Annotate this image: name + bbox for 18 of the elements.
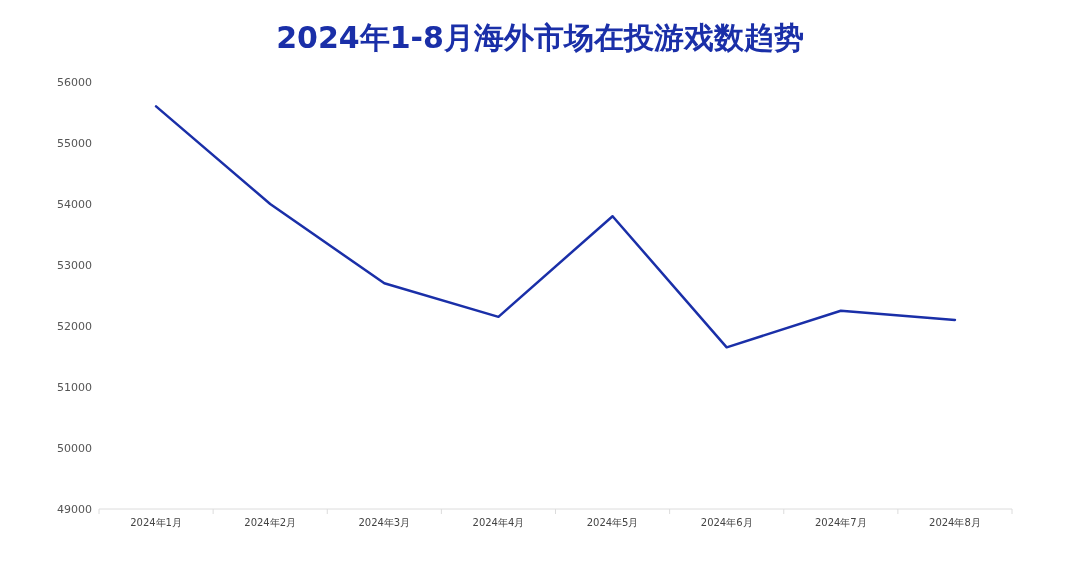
y-tick-label: 52000 <box>57 320 92 333</box>
x-tick-label: 2024年6月 <box>700 517 753 528</box>
x-tick-label: 2024年4月 <box>472 517 525 528</box>
x-tick-label: 2024年1月 <box>130 517 182 528</box>
y-tick-label: 50000 <box>57 442 92 455</box>
y-tick-label: 56000 <box>57 76 92 89</box>
y-tick-label: 49000 <box>57 503 92 516</box>
x-tick-label: 2024年7月 <box>814 517 867 528</box>
y-tick-label: 53000 <box>57 259 92 272</box>
x-tick-label: 2024年8月 <box>929 517 981 528</box>
x-tick-label: 2024年5月 <box>586 517 639 528</box>
line-series <box>154 105 957 349</box>
y-tick-label: 55000 <box>57 137 92 150</box>
y-tick-label: 51000 <box>57 381 92 394</box>
x-tick-label: 2024年3月 <box>358 517 411 528</box>
chart-title: 2024年1-8月海外市场在投游戏数趋势 <box>276 20 804 55</box>
y-tick-label: 54000 <box>57 198 92 211</box>
x-tick-label: 2024年2月 <box>244 517 297 528</box>
